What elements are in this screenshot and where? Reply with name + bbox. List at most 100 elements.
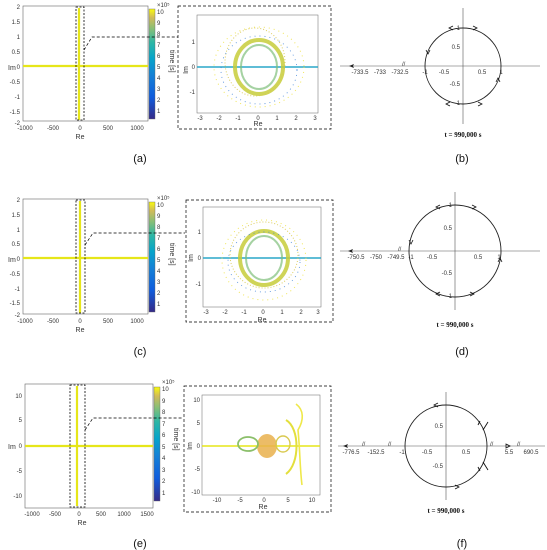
ytick: 0.5 xyxy=(12,50,21,56)
cbar-tick: 10 xyxy=(157,10,164,16)
xtick: -1000 xyxy=(17,126,33,132)
main-plot-c: Im Re 2 1.5 1 0.5 0 -0.5 -1 -1.5 -2 -100… xyxy=(8,198,149,334)
colorbar-label: time [s] xyxy=(172,428,179,451)
ytick: -1 xyxy=(15,95,21,101)
main-plot-e: Im Re 10 5 0 -5 -10 -1000 -500 0 500 100… xyxy=(8,383,154,527)
cbar-tick: 2 xyxy=(162,479,166,485)
inset-xtick: 5 xyxy=(286,498,290,504)
cbar-tick: 2 xyxy=(157,98,161,104)
colorbar-c: ×10⁵ 10 9 8 7 6 5 4 3 2 1 time [s] xyxy=(148,195,175,313)
circle-ytick: 0.5 xyxy=(435,424,444,430)
inset-xtick: -3 xyxy=(197,116,203,122)
xtick: 0 xyxy=(78,126,82,132)
inset-xtick: 1 xyxy=(275,116,279,122)
inset-ytick: 0 xyxy=(192,65,196,71)
zoom-box xyxy=(69,384,86,508)
ytick: 2 xyxy=(17,198,21,204)
xtick: -1000 xyxy=(17,319,33,325)
xtick: -500 xyxy=(47,126,60,132)
inset-xtick: -3 xyxy=(203,310,209,316)
circle-xtick: -0.5 xyxy=(439,70,450,76)
circle-ytick: 0.5 xyxy=(452,45,461,51)
cbar-tick: 6 xyxy=(157,247,161,253)
cbar-tick: 3 xyxy=(162,468,166,474)
inset-xtick: 2 xyxy=(299,310,303,316)
circle-xtick: 0.5 xyxy=(462,450,471,456)
inset-xlabel: Re xyxy=(258,317,267,324)
ytick: -0.5 xyxy=(10,272,21,278)
axis-break: // xyxy=(388,442,392,448)
circle-ytick: -0.5 xyxy=(442,271,453,277)
circle-xtick: 0.5 xyxy=(474,255,483,261)
inset-xtick: 1 xyxy=(280,310,284,316)
cbar-tick: 4 xyxy=(157,76,161,82)
xtick: 500 xyxy=(103,319,114,325)
colorbar-exponent: ×10⁵ xyxy=(157,195,170,202)
xtick: 1000 xyxy=(130,126,144,132)
cbar-tick: 1 xyxy=(162,491,166,497)
circle-xtick: -750 xyxy=(370,255,383,261)
cbar-tick: 10 xyxy=(162,387,169,393)
cbar-tick: 1 xyxy=(157,109,161,115)
circle-xtick: -750.5 xyxy=(347,255,365,261)
caption-b: (b) xyxy=(455,153,468,165)
ytick: 5 xyxy=(19,418,23,424)
inset-ytick: -1 xyxy=(196,282,202,288)
cbar-tick: 8 xyxy=(157,225,161,231)
inset-ylabel: Im xyxy=(183,66,190,74)
cbar-tick: 4 xyxy=(162,456,166,462)
main-plot-a: Im Re 2 1.5 1 0.5 0 -0.5 -1 -1.5 -2 -100… xyxy=(8,5,149,141)
inset-e: Im Re 10 5 0 -5 -10 -10 -5 0 5 10 xyxy=(183,385,332,513)
time-label: t = 990,000 s xyxy=(436,321,473,329)
inset-xtick: -1 xyxy=(241,310,247,316)
colorbar-exponent: ×10⁵ xyxy=(157,2,170,9)
circle-xtick: -732.5 xyxy=(391,70,409,76)
cbar-tick: 5 xyxy=(157,65,161,71)
cbar-tick: 8 xyxy=(157,32,161,38)
inset-xtick: -2 xyxy=(222,310,228,316)
main-ylabel: Im xyxy=(8,257,16,264)
circle-ytick: 0.5 xyxy=(444,226,453,232)
xtick: -500 xyxy=(49,512,62,518)
inset-ytick: 0 xyxy=(198,256,202,262)
circle-xtick: -1 xyxy=(399,450,405,456)
zoom-box xyxy=(75,199,86,314)
inset-ytick: 0 xyxy=(197,444,201,450)
inset-ylabel: Im xyxy=(187,442,194,450)
colorbar-label: time [s] xyxy=(168,243,175,266)
xtick: 500 xyxy=(96,512,107,518)
cbar-tick: 6 xyxy=(157,54,161,60)
cbar-tick: 7 xyxy=(157,236,161,242)
ytick: 10 xyxy=(15,394,22,400)
ytick: 0.5 xyxy=(12,242,21,248)
cbar-tick: 4 xyxy=(157,269,161,275)
circle-xtick: 1 xyxy=(497,255,501,261)
cbar-tick: 10 xyxy=(157,203,164,209)
xtick: -1000 xyxy=(24,512,40,518)
inset-xtick: -1 xyxy=(235,116,241,122)
inset-xtick: 0 xyxy=(261,310,265,316)
cbar-tick: 9 xyxy=(157,214,161,220)
time-label: t = 990,000 s xyxy=(444,131,481,139)
caption-e: (e) xyxy=(133,538,146,550)
xtick: 500 xyxy=(103,126,114,132)
inset-ytick: -10 xyxy=(191,490,200,496)
circle-xtick: -733 xyxy=(374,70,387,76)
inset-xlabel: Re xyxy=(259,504,268,511)
circle-xtick: -733.5 xyxy=(351,70,369,76)
ytick: 0 xyxy=(19,444,23,450)
circle-xtick: -0.5 xyxy=(427,255,438,261)
ytick: -10 xyxy=(13,494,22,500)
cbar-tick: 3 xyxy=(157,280,161,286)
circle-ytick: 1 xyxy=(457,26,461,32)
row-3: Im Re 10 5 0 -5 -10 -1000 -500 0 500 100… xyxy=(8,379,545,550)
main-xlabel: Re xyxy=(78,520,87,527)
main-ylabel: Im xyxy=(8,65,16,72)
cbar-tick: 6 xyxy=(162,433,166,439)
circle-xtick: 5.5 xyxy=(505,450,514,456)
circle-xtick: -776.5 xyxy=(342,450,360,456)
inset-ytick: 5 xyxy=(197,421,201,427)
axis-break: // xyxy=(517,442,521,448)
main-xlabel: Re xyxy=(76,327,85,334)
